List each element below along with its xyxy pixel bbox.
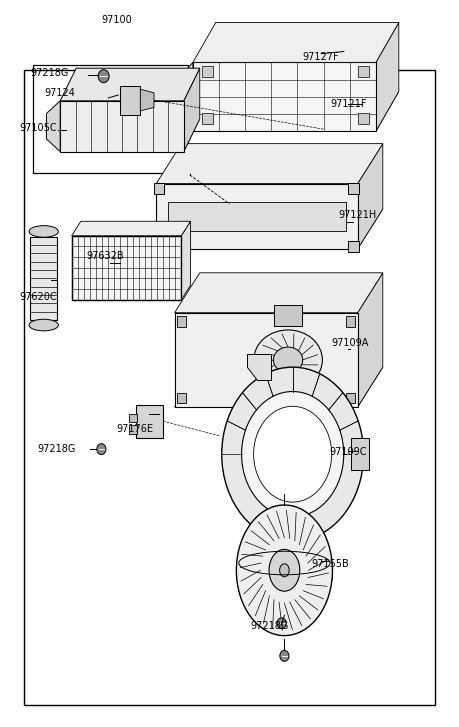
Bar — [346, 393, 355, 403]
Polygon shape — [220, 37, 381, 70]
Text: 97127F: 97127F — [303, 52, 339, 63]
Text: 97109A: 97109A — [331, 338, 369, 348]
Polygon shape — [284, 542, 302, 555]
Text: 97124: 97124 — [44, 88, 75, 98]
Ellipse shape — [29, 319, 58, 331]
Polygon shape — [72, 236, 181, 300]
Polygon shape — [193, 63, 376, 132]
Polygon shape — [156, 183, 358, 249]
Text: 97105C: 97105C — [19, 123, 56, 132]
Polygon shape — [156, 209, 383, 249]
Bar — [202, 113, 213, 124]
Bar — [348, 241, 358, 252]
Ellipse shape — [280, 563, 289, 577]
Bar — [129, 425, 137, 434]
Polygon shape — [193, 92, 399, 132]
Ellipse shape — [241, 392, 344, 517]
Text: 97632B: 97632B — [87, 251, 124, 261]
Bar — [351, 438, 369, 470]
Bar — [358, 66, 369, 77]
Bar — [33, 65, 188, 173]
Ellipse shape — [254, 330, 322, 390]
Polygon shape — [120, 86, 140, 115]
Text: 97218G: 97218G — [250, 621, 288, 631]
Bar — [274, 305, 302, 326]
Polygon shape — [181, 221, 190, 300]
Polygon shape — [358, 144, 383, 249]
Text: 97100: 97100 — [101, 15, 132, 25]
Polygon shape — [184, 68, 200, 152]
Text: 97218G: 97218G — [37, 444, 76, 454]
Text: 97109C: 97109C — [329, 447, 367, 457]
Ellipse shape — [29, 225, 58, 237]
Polygon shape — [358, 273, 383, 407]
Polygon shape — [174, 367, 383, 407]
Ellipse shape — [236, 505, 332, 635]
Polygon shape — [60, 101, 184, 152]
Bar — [358, 113, 369, 124]
Ellipse shape — [274, 347, 303, 373]
Polygon shape — [46, 101, 60, 152]
Bar — [348, 182, 358, 194]
Bar — [72, 236, 181, 300]
Bar — [154, 182, 164, 194]
Polygon shape — [60, 119, 200, 152]
Polygon shape — [246, 354, 271, 380]
Text: 97121F: 97121F — [330, 99, 367, 109]
Polygon shape — [174, 313, 358, 407]
Text: 97218G: 97218G — [30, 68, 69, 79]
Polygon shape — [376, 23, 399, 132]
Bar — [177, 393, 186, 403]
Ellipse shape — [98, 70, 109, 83]
Polygon shape — [156, 144, 383, 183]
Ellipse shape — [254, 406, 332, 502]
Ellipse shape — [97, 443, 106, 454]
Text: 97155B: 97155B — [312, 559, 350, 569]
Ellipse shape — [222, 367, 364, 542]
Ellipse shape — [269, 550, 300, 591]
Bar — [136, 405, 163, 438]
Bar — [129, 414, 137, 422]
Polygon shape — [168, 201, 346, 230]
Text: 97121H: 97121H — [338, 210, 376, 220]
Ellipse shape — [277, 618, 286, 629]
Bar — [346, 316, 355, 327]
Bar — [177, 316, 186, 327]
Bar — [23, 70, 436, 704]
Bar — [154, 241, 164, 252]
Polygon shape — [72, 221, 190, 236]
Ellipse shape — [280, 651, 289, 662]
Polygon shape — [30, 236, 57, 320]
Polygon shape — [60, 68, 200, 101]
Text: 97620C: 97620C — [19, 292, 56, 302]
Bar — [202, 66, 213, 77]
Polygon shape — [193, 23, 399, 63]
Polygon shape — [174, 63, 193, 132]
Polygon shape — [174, 273, 383, 313]
Ellipse shape — [236, 561, 332, 594]
Text: 97176E: 97176E — [117, 424, 153, 434]
Polygon shape — [140, 89, 154, 111]
